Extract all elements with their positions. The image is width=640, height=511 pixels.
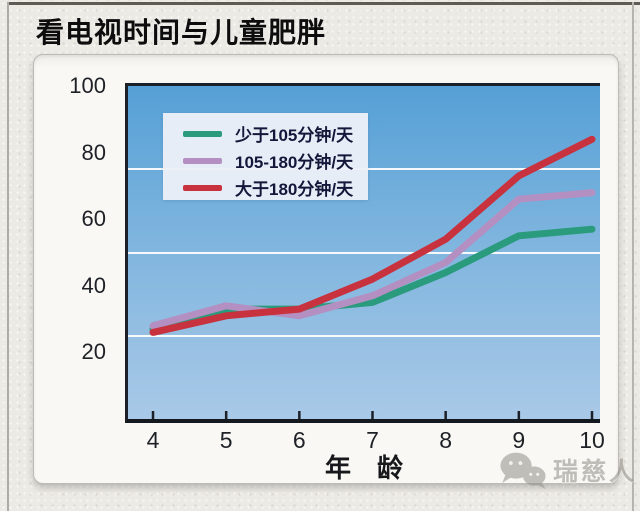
y-tick-label-20: 20: [81, 339, 106, 365]
legend-item-2: 大于180分钟/天: [183, 176, 368, 199]
line-series-canvas: [149, 135, 596, 419]
x-tick-label-4: 4: [146, 427, 160, 453]
legend-item-1: 105-180分钟/天: [183, 149, 368, 172]
frame-left-line: [7, 2, 9, 511]
legend-item-0: 少于105分钟/天: [183, 122, 368, 145]
gridline-50: [128, 251, 600, 254]
page-title: 看电视时间与儿童肥胖: [36, 17, 327, 48]
x-tick-label-8: 8: [439, 427, 453, 453]
x-tick-label-6: 6: [292, 427, 306, 453]
legend-swatch-icon: [183, 184, 222, 191]
x-tick-label-5: 5: [219, 427, 233, 453]
gridline-25: [128, 334, 600, 337]
frame-right-line: [632, 2, 634, 511]
legend-swatch-icon: [183, 130, 222, 137]
legend-label: 少于105分钟/天: [235, 126, 354, 145]
x-tick-label-9: 9: [512, 427, 526, 453]
x-tick-label-10: 10: [579, 427, 605, 453]
y-tick-label-40: 40: [81, 272, 106, 298]
y-tick-label-100: 100: [69, 73, 106, 98]
legend-label: 105-180分钟/天: [235, 153, 354, 172]
x-tick-label-7: 7: [366, 427, 379, 453]
x-axis-title: 年 龄: [324, 453, 403, 483]
legend-swatch-icon: [183, 157, 222, 164]
frame-top-line: [9, 2, 640, 5]
y-tick-label-80: 80: [81, 139, 106, 165]
legend-box: 少于105分钟/天 105-180分钟/天 大于180分钟/天: [163, 113, 368, 200]
series-line-2: [149, 135, 596, 336]
y-tick-label-60: 60: [81, 206, 106, 232]
legend-label: 大于180分钟/天: [235, 180, 354, 199]
series-line-1: [149, 189, 596, 330]
